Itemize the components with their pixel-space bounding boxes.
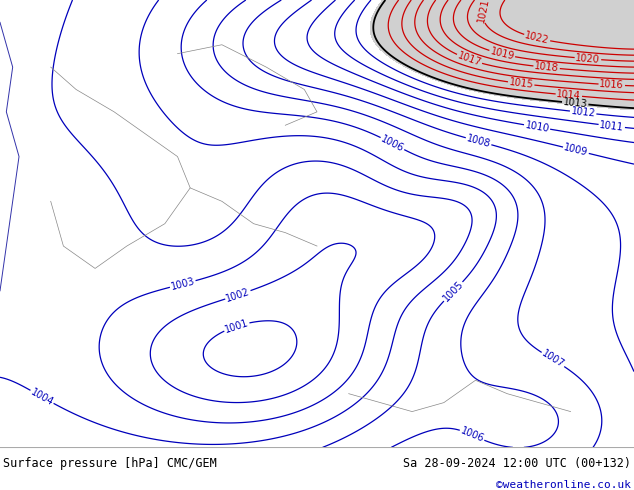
Text: Sa 28-09-2024 12:00 UTC (00+132): Sa 28-09-2024 12:00 UTC (00+132) — [403, 457, 631, 470]
Text: 1002: 1002 — [224, 286, 251, 303]
Text: ©weatheronline.co.uk: ©weatheronline.co.uk — [496, 480, 631, 490]
Text: 1006: 1006 — [379, 133, 406, 153]
Text: 1015: 1015 — [508, 77, 534, 90]
Text: 1012: 1012 — [571, 106, 596, 119]
Text: 1001: 1001 — [223, 318, 250, 335]
Text: 1014: 1014 — [556, 89, 581, 101]
Text: 1006: 1006 — [459, 426, 486, 444]
Text: 1020: 1020 — [575, 53, 600, 65]
Text: 1022: 1022 — [524, 30, 550, 46]
Text: 1018: 1018 — [534, 61, 559, 74]
Text: 1003: 1003 — [170, 276, 196, 292]
Text: 1011: 1011 — [599, 120, 624, 132]
Text: 1021: 1021 — [476, 0, 491, 23]
Text: 1010: 1010 — [524, 120, 550, 134]
Text: 1008: 1008 — [465, 133, 492, 149]
Text: 1017: 1017 — [456, 50, 482, 68]
Text: Surface pressure [hPa] CMC/GEM: Surface pressure [hPa] CMC/GEM — [3, 457, 217, 470]
Text: 1016: 1016 — [599, 79, 624, 91]
Text: 1009: 1009 — [563, 143, 589, 158]
Text: 1004: 1004 — [29, 387, 55, 407]
Text: 1019: 1019 — [489, 46, 515, 62]
Text: 1007: 1007 — [540, 349, 566, 370]
Text: 1013: 1013 — [562, 97, 588, 109]
Text: 1005: 1005 — [441, 279, 465, 304]
